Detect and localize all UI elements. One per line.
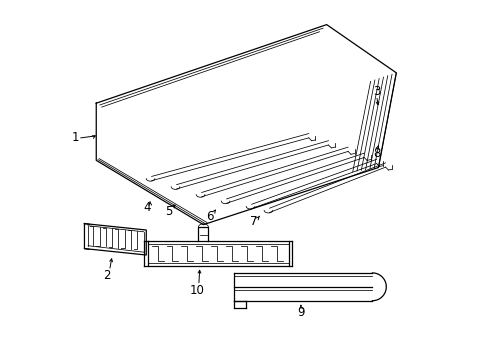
Text: 3: 3 bbox=[372, 85, 380, 98]
Text: 10: 10 bbox=[189, 284, 204, 297]
Text: 8: 8 bbox=[372, 147, 380, 160]
Text: 4: 4 bbox=[143, 201, 151, 214]
Text: 2: 2 bbox=[103, 269, 110, 282]
Text: 1: 1 bbox=[72, 131, 80, 144]
Text: 7: 7 bbox=[249, 215, 257, 228]
Text: 5: 5 bbox=[165, 205, 172, 218]
Text: 9: 9 bbox=[297, 306, 304, 319]
Text: 6: 6 bbox=[205, 210, 213, 223]
